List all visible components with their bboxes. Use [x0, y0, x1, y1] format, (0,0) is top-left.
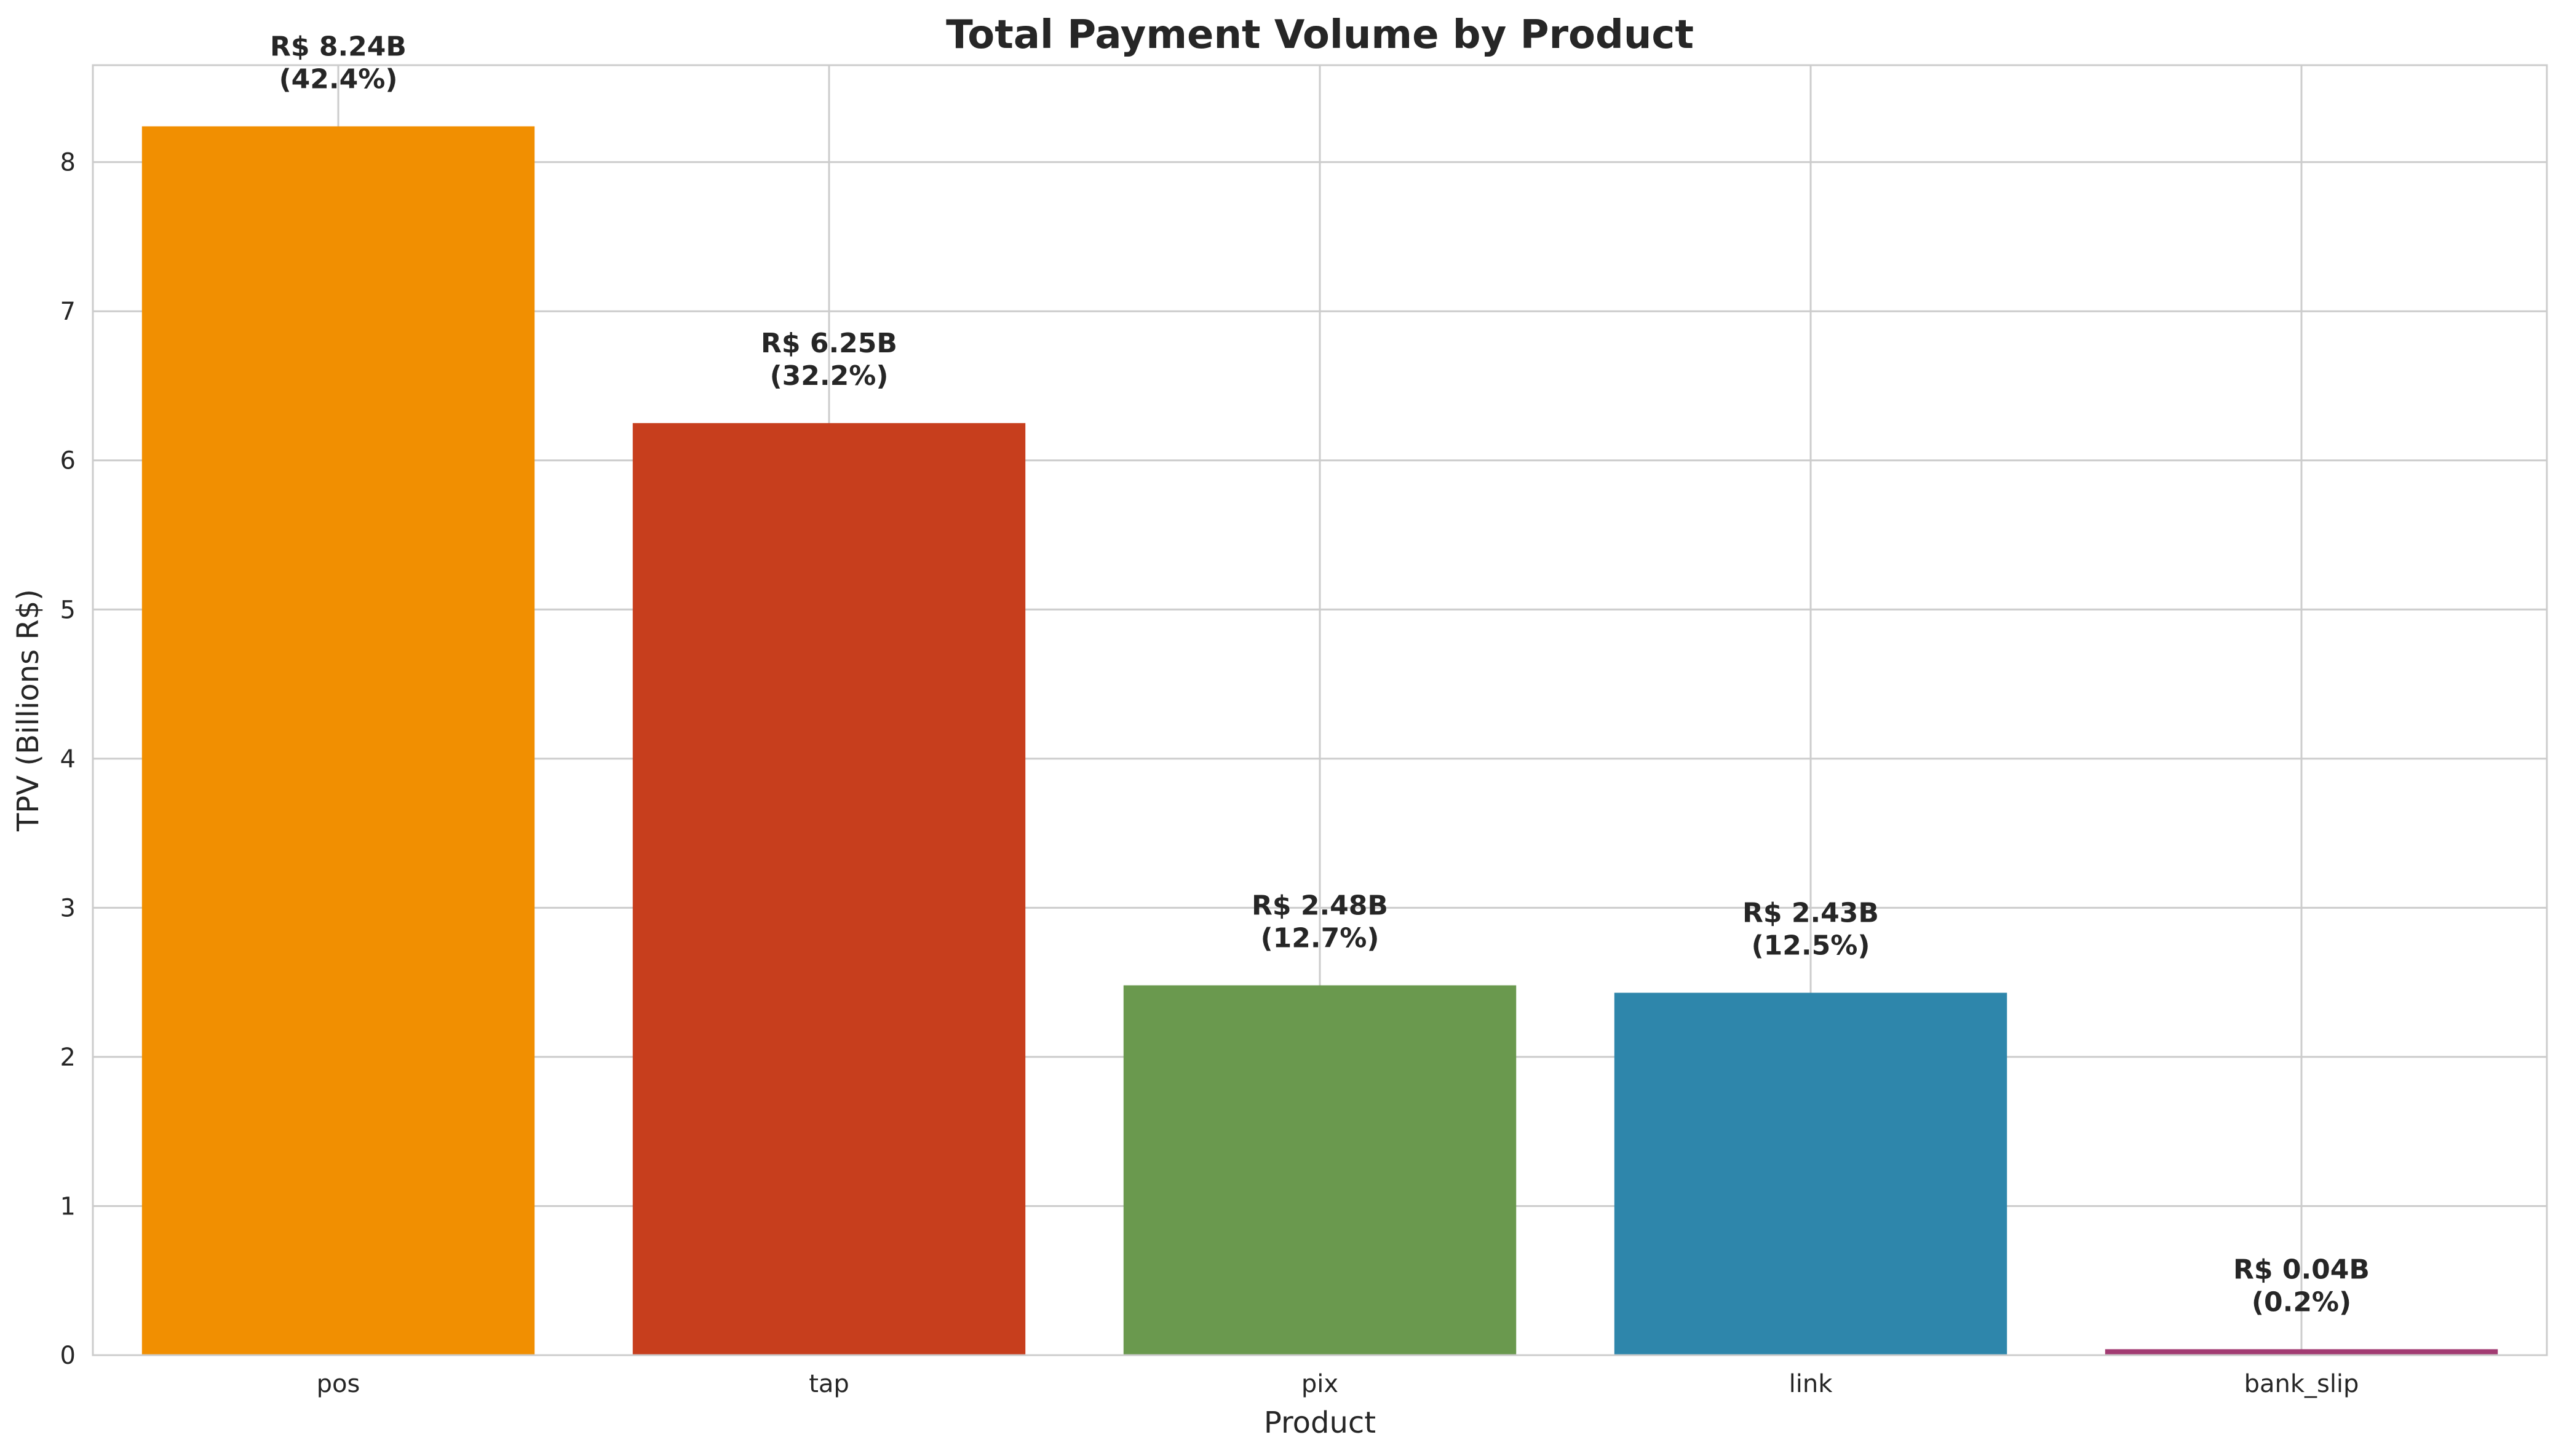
y-tick-labels: 0 1 2 3 4 5 6 7 8	[60, 149, 76, 1370]
x-tick-labels: pos tap pix link bank_slip	[317, 1370, 2359, 1398]
bar-bank_slip	[2105, 1349, 2498, 1355]
data-label-percent: (42.4%)	[279, 63, 398, 95]
y-tick-label: 3	[60, 894, 76, 922]
data-label-percent: (12.5%)	[1752, 930, 1870, 962]
x-tick-label: pos	[317, 1370, 360, 1398]
bars	[141, 126, 2498, 1356]
y-axis-label: TPV (Billions R$)	[11, 589, 46, 832]
x-tick-label: bank_slip	[2244, 1370, 2359, 1398]
x-tick-label: pix	[1301, 1370, 1338, 1398]
data-label-value: R$ 0.04B	[2233, 1254, 2370, 1285]
x-axis-label: Product	[1264, 1406, 1376, 1440]
y-tick-label: 0	[60, 1342, 76, 1370]
data-label-value: R$ 2.48B	[1252, 890, 1388, 921]
y-tick-label: 4	[60, 745, 76, 774]
y-tick-label: 1	[60, 1192, 76, 1221]
data-label-value: R$ 6.25B	[761, 328, 897, 359]
y-tick-label: 6	[60, 447, 76, 475]
chart-title: Total Payment Volume by Product	[946, 12, 1694, 58]
x-tick-label: link	[1789, 1370, 1833, 1398]
y-tick-label: 5	[60, 596, 76, 624]
data-labels: R$ 8.24B(42.4%)R$ 6.25B(32.2%)R$ 2.48B(1…	[270, 31, 2370, 1318]
data-label-percent: (32.2%)	[770, 360, 889, 392]
data-label-value: R$ 2.43B	[1742, 898, 1879, 929]
data-label-percent: (0.2%)	[2252, 1286, 2351, 1318]
bar-link	[1614, 992, 2007, 1355]
y-tick-label: 7	[60, 298, 76, 326]
bar-tap	[632, 423, 1026, 1356]
plot-frame	[92, 64, 2548, 1356]
bar-pos	[141, 126, 535, 1356]
x-tick-label: tap	[809, 1370, 849, 1398]
y-tick-label: 2	[60, 1043, 76, 1072]
data-label-percent: (12.7%)	[1261, 922, 1380, 954]
y-tick-label: 8	[60, 149, 76, 177]
data-label-value: R$ 8.24B	[270, 31, 407, 62]
bar-pix	[1123, 985, 1517, 1355]
